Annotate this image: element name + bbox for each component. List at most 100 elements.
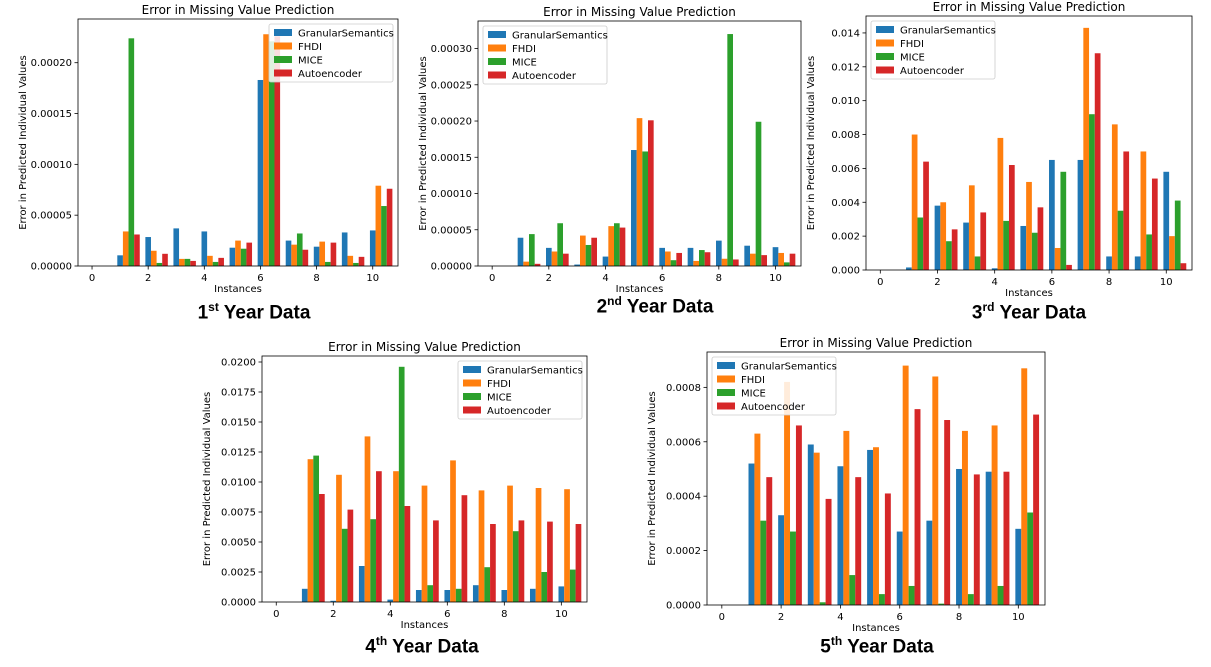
caption-text: Year Data	[392, 636, 479, 658]
bar-autoencoder-5	[433, 520, 439, 602]
bar-fhdi-9	[347, 255, 354, 266]
bar-granularsemantics-9	[1134, 256, 1141, 270]
bar-granularsemantics-1	[748, 463, 755, 605]
bar-fhdi-6	[902, 365, 909, 605]
bar-granularsemantics-9	[744, 245, 750, 266]
x-tick-label: 10	[1160, 277, 1173, 288]
chart-3: 0.000 0.002 0.004 0.006 0.008 0.010 0.012 0.014…	[806, 0, 1193, 299]
y-tick-label: 0.00020	[31, 58, 72, 69]
bar-autoencoder-7	[944, 420, 951, 605]
chart-2: 0.00000 0.00005 0.00010 0.00015 0.00020 0.000…	[418, 5, 802, 295]
bar-fhdi-5	[873, 447, 879, 605]
caption-year-2: 2nd Year Data	[597, 294, 714, 318]
bar-fhdi-4	[608, 226, 614, 266]
bar-granularsemantics-3	[807, 444, 814, 605]
caption-year-4: 4th Year Data	[365, 634, 478, 658]
bar-mice-10	[381, 206, 387, 266]
bar-mice-8	[727, 34, 733, 267]
bar-fhdi-2	[150, 250, 157, 266]
bar-granularsemantics-5	[631, 150, 637, 266]
legend-swatch-fhdi	[274, 42, 292, 50]
bar-mice-8	[512, 531, 519, 602]
bar-fhdi-6	[1054, 247, 1061, 270]
bar-mice-9	[997, 585, 1004, 605]
y-axis-label: Error in Predicted Individual Values	[202, 392, 213, 567]
bar-fhdi-5	[235, 240, 241, 266]
bar-autoencoder-8	[1123, 151, 1130, 270]
chart-title: Error in Missing Value Prediction	[142, 3, 335, 17]
bar-fhdi-7	[291, 244, 297, 266]
bar-granularsemantics-10	[558, 586, 565, 602]
caption-text: Year Data	[847, 636, 934, 658]
bar-autoencoder-1	[534, 263, 541, 266]
y-tick-label: 0.00025	[431, 80, 472, 91]
legend-swatch-mice	[463, 393, 481, 400]
bar-fhdi-10	[1021, 368, 1028, 605]
bar-fhdi-8	[319, 241, 326, 266]
bar-autoencoder-1	[923, 161, 929, 270]
x-tick-label: 6	[444, 609, 450, 620]
bar-fhdi-4	[843, 430, 850, 605]
bar-autoencoder-1	[766, 477, 773, 605]
y-axis-label: Error in Predicted Individual Values	[18, 55, 29, 230]
x-axis-label: Instances	[1005, 288, 1053, 299]
bar-granularsemantics-2	[778, 515, 785, 605]
bar-autoencoder-1	[319, 494, 325, 602]
y-tick-label: 0.0200	[221, 358, 256, 369]
legend-label-fhdi: FHDI	[487, 379, 511, 390]
bar-mice-7	[484, 567, 491, 602]
y-axis-label: Error in Predicted Individual Values	[418, 56, 429, 231]
bar-granularsemantics-5	[1020, 225, 1027, 270]
caption-year-5: 5th Year Data	[820, 634, 933, 658]
legend: GranularSemantics FHDI MICE Autoencoder	[268, 23, 394, 83]
bar-autoencoder-8	[330, 242, 337, 266]
bar-mice-10	[569, 569, 576, 602]
bar-mice-5	[642, 151, 648, 266]
bar-mice-8	[1117, 210, 1124, 270]
bar-mice-4	[1003, 220, 1009, 270]
bar-mice-1	[760, 520, 767, 605]
y-tick-label: 0.00020	[431, 117, 472, 128]
legend-label-autoencoder: Autoencoder	[900, 66, 965, 77]
y-tick-label: 0.00015	[31, 109, 72, 120]
bar-fhdi-8	[721, 258, 728, 266]
bar-autoencoder-10	[386, 188, 393, 266]
bar-fhdi-1	[754, 433, 761, 605]
x-tick-label: 6	[257, 273, 263, 284]
bar-fhdi-9	[535, 488, 542, 602]
y-tick-label: 0.0008	[666, 383, 701, 394]
bar-autoencoder-3	[980, 212, 987, 270]
legend-swatch-mice	[717, 389, 735, 396]
y-tick-label: 0.014	[831, 28, 860, 39]
bar-autoencoder-4	[218, 257, 224, 266]
legend-label-fhdi: FHDI	[298, 42, 322, 53]
bar-granularsemantics-3	[358, 566, 365, 602]
y-tick-label: 0.00010	[431, 189, 472, 200]
bar-mice-8	[967, 594, 974, 605]
bar-mice-5	[240, 248, 247, 266]
y-tick-label: 0.0175	[221, 388, 256, 399]
bar-mice-9	[755, 121, 762, 266]
legend-label-granularsemantics: GranularSemantics	[298, 29, 394, 40]
x-tick-label: 6	[659, 273, 665, 284]
y-tick-label: 0.0125	[221, 448, 256, 459]
bar-autoencoder-3	[376, 471, 382, 602]
x-tick-label: 0	[89, 273, 95, 284]
bar-granularsemantics-5	[867, 449, 874, 605]
bar-granularsemantics-9	[529, 588, 536, 602]
legend-label-granularsemantics: GranularSemantics	[741, 362, 837, 373]
legend-swatch-mice	[274, 56, 292, 63]
bar-fhdi-7	[693, 260, 699, 266]
x-tick-label: 4	[991, 277, 997, 288]
chart-5: 0.0000 0.0002 0.0004 0.0006 0.0008 0 2 4 6 8 10 Err…	[647, 336, 1046, 634]
legend-label-mice: MICE	[900, 53, 925, 64]
bar-fhdi-4	[207, 255, 213, 266]
y-tick-label: 0.0000	[221, 598, 256, 609]
x-tick-label: 10	[769, 273, 782, 284]
bar-fhdi-10	[778, 252, 784, 266]
bar-fhdi-7	[932, 376, 939, 605]
y-tick-label: 0.0050	[221, 538, 256, 549]
x-tick-label: 0	[273, 609, 279, 620]
bar-autoencoder-7	[1094, 53, 1101, 271]
bar-mice-7	[938, 603, 945, 605]
